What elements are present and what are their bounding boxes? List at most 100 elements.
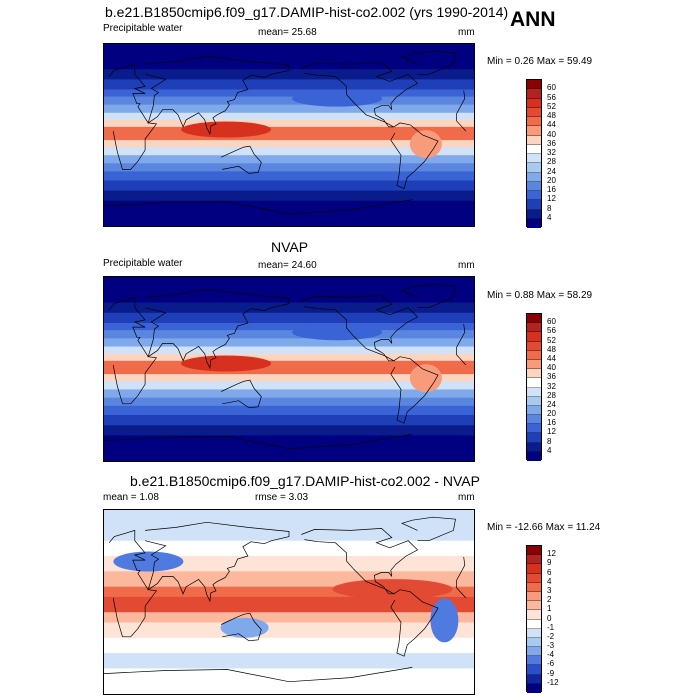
colorbar-swatch [527,591,541,602]
field-band [104,586,474,598]
colorbar-tick-label: 48 [547,111,556,120]
coastline [104,199,413,215]
panel3-title: b.e21.B1850cmip6.f09_g17.DAMIP-hist-co2.… [130,473,480,489]
colorbar-swatch [527,89,541,99]
colorbar-swatch [527,601,541,611]
field-feature [430,598,459,643]
colorbar-tick-label: 8 [547,436,552,446]
field-feature [181,121,272,138]
field-band [104,330,474,339]
field-band [104,389,474,399]
colorbar-tick-label: 20 [547,175,556,185]
colorbar-tick-label: 52 [547,101,556,111]
coastline [390,122,439,190]
colorbar-tick-label: 12 [547,194,556,204]
colorbar-swatch [527,98,541,108]
season-label: ANN [510,8,556,31]
field-band [104,596,474,613]
field-band [104,612,474,623]
colorbar-swatch [527,323,541,333]
colorbar-tick-label: 60 [547,317,556,327]
field-band [104,346,474,355]
panel2-mean-label: mean= 24.60 [258,260,317,271]
panel3-map-svg [104,510,474,694]
field-feature [409,364,442,393]
coastline [401,516,456,542]
colorbar-swatch [527,619,541,629]
field-band [104,637,474,654]
colorbar-tick-label: 32 [547,148,556,157]
colorbar-swatch [527,200,541,210]
colorbar-swatch [527,442,541,452]
panel3-colorbar [526,545,542,693]
colorbar-swatch [527,378,541,388]
field-band [104,163,474,172]
colorbar-tick-label: 40 [547,363,556,373]
colorbar-swatch [527,451,541,461]
colorbar-tick-label: 28 [547,390,556,400]
coastline [221,612,262,642]
colorbar-swatch [527,80,541,90]
panel2-map-svg [104,277,474,461]
colorbar-tick-label: 20 [547,409,556,419]
colorbar-swatch [527,387,541,397]
coastline [145,55,290,136]
colorbar-tick-label: -3 [547,641,555,651]
panel3-units-label: mm [458,492,475,503]
panel2-units-label: mm [458,260,475,271]
field-feature [181,355,272,372]
coastline [221,379,262,409]
colorbar-swatch [527,656,541,666]
colorbar-tick-label: 16 [547,418,556,428]
field-band [104,104,474,114]
coastline [104,667,413,683]
panel2-min-max: Min = 0.88 Max = 58.29 [487,290,593,301]
field-band [104,147,474,156]
field-band [104,653,474,669]
colorbar-tick-label: 0 [547,613,552,623]
colorbar-swatch [527,564,541,574]
colorbar-tick-label: 2 [547,595,552,605]
panel1-map-svg [104,44,474,226]
field-feature [332,579,453,600]
colorbar-swatch [527,350,541,360]
panel3-rmse-label: rmse = 3.03 [255,492,309,503]
colorbar-swatch [527,396,541,406]
colorbar-tick-label: 4 [547,445,552,455]
colorbar-tick-label: 24 [547,166,556,176]
colorbar-tick-label: 12 [547,549,556,559]
colorbar-tick-label: 40 [547,129,556,139]
coastline [401,283,456,309]
field-band [104,69,474,80]
field-band [104,200,474,226]
colorbar-swatch [527,172,541,182]
colorbar-tick-label: 4 [547,212,552,222]
panel3-min-max: Min = -12.66 Max = 11.24 [487,522,601,533]
colorbar-swatch [527,683,541,693]
panel2-title: NVAP [271,239,309,255]
colorbar-swatch [527,209,541,219]
colorbar-swatch [527,117,541,127]
colorbar-tick-label: 6 [547,567,552,577]
field-band [104,622,474,639]
colorbar-swatch [527,674,541,684]
colorbar-tick-label: 24 [547,399,556,409]
colorbar-swatch [527,359,541,370]
colorbar-tick-label: 4 [547,576,552,586]
colorbar-swatch [527,218,541,228]
colorbar-swatch [527,555,541,565]
field-band [104,556,474,572]
colorbar-swatch [527,163,541,173]
colorbar-swatch [527,433,541,443]
colorbar-swatch [527,181,541,191]
colorbar-tick-label: 56 [547,326,556,336]
colorbar-swatch [527,647,541,657]
colorbar-swatch [527,610,541,620]
colorbar-tick-label: 8 [547,203,552,213]
field-band [104,89,474,98]
colorbar-swatch [527,637,541,648]
field-band [104,668,474,694]
colorbar-tick-label: 36 [547,372,556,382]
panel2-left-label: Precipitable water [103,258,183,269]
colorbar-swatch [527,191,541,201]
